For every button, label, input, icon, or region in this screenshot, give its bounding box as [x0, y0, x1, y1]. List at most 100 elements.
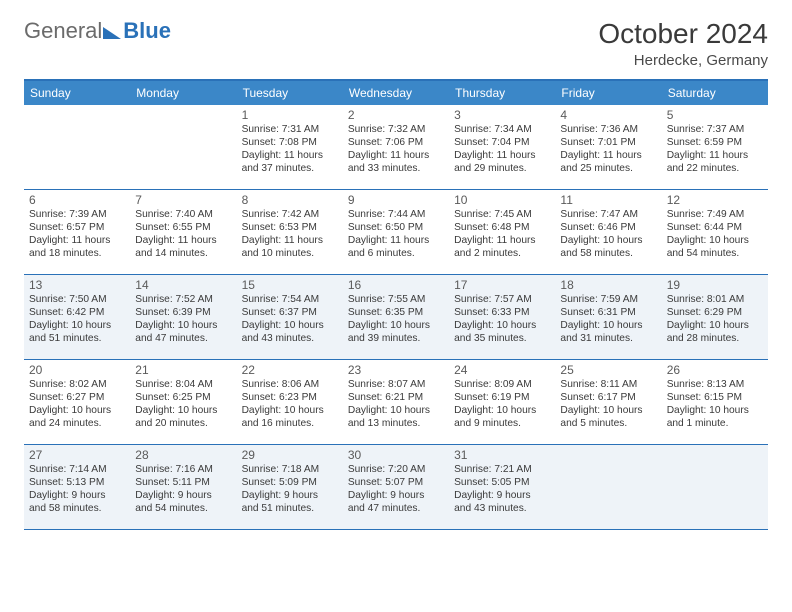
header: General Blue October 2024 Herdecke, Germ… — [24, 18, 768, 69]
daylight-line: Daylight: 10 hours — [560, 404, 656, 417]
day-number: 8 — [242, 193, 338, 207]
sunset-line: Sunset: 6:17 PM — [560, 391, 656, 404]
day-cell: 30Sunrise: 7:20 AMSunset: 5:07 PMDayligh… — [343, 445, 449, 529]
sunset-line: Sunset: 6:48 PM — [454, 221, 550, 234]
day-number: 11 — [560, 193, 656, 207]
sunrise-line: Sunrise: 8:01 AM — [667, 293, 763, 306]
daylight-line: and 13 minutes. — [348, 417, 444, 430]
sunset-line: Sunset: 6:55 PM — [135, 221, 231, 234]
sunset-line: Sunset: 6:39 PM — [135, 306, 231, 319]
empty-cell — [662, 445, 768, 529]
day-cell: 25Sunrise: 8:11 AMSunset: 6:17 PMDayligh… — [555, 360, 661, 444]
title-block: October 2024 Herdecke, Germany — [598, 18, 768, 69]
week-row: 1Sunrise: 7:31 AMSunset: 7:08 PMDaylight… — [24, 105, 768, 190]
logo: General Blue — [24, 18, 171, 44]
day-number: 28 — [135, 448, 231, 462]
daylight-line: Daylight: 10 hours — [348, 404, 444, 417]
day-cell: 15Sunrise: 7:54 AMSunset: 6:37 PMDayligh… — [237, 275, 343, 359]
daylight-line: and 29 minutes. — [454, 162, 550, 175]
weekday-label: Saturday — [662, 81, 768, 105]
day-number: 23 — [348, 363, 444, 377]
sunrise-line: Sunrise: 8:04 AM — [135, 378, 231, 391]
day-number: 26 — [667, 363, 763, 377]
weekday-label: Wednesday — [343, 81, 449, 105]
day-number: 30 — [348, 448, 444, 462]
sunrise-line: Sunrise: 7:49 AM — [667, 208, 763, 221]
daylight-line: Daylight: 10 hours — [348, 319, 444, 332]
sunset-line: Sunset: 6:44 PM — [667, 221, 763, 234]
day-cell: 2Sunrise: 7:32 AMSunset: 7:06 PMDaylight… — [343, 105, 449, 189]
day-cell: 6Sunrise: 7:39 AMSunset: 6:57 PMDaylight… — [24, 190, 130, 274]
sunrise-line: Sunrise: 7:16 AM — [135, 463, 231, 476]
weekday-label: Friday — [555, 81, 661, 105]
daylight-line: Daylight: 11 hours — [135, 234, 231, 247]
sunrise-line: Sunrise: 7:57 AM — [454, 293, 550, 306]
day-number: 12 — [667, 193, 763, 207]
sunrise-line: Sunrise: 7:55 AM — [348, 293, 444, 306]
sunset-line: Sunset: 6:57 PM — [29, 221, 125, 234]
day-cell: 11Sunrise: 7:47 AMSunset: 6:46 PMDayligh… — [555, 190, 661, 274]
day-cell: 4Sunrise: 7:36 AMSunset: 7:01 PMDaylight… — [555, 105, 661, 189]
daylight-line: and 6 minutes. — [348, 247, 444, 260]
daylight-line: and 16 minutes. — [242, 417, 338, 430]
day-number: 25 — [560, 363, 656, 377]
daylight-line: and 20 minutes. — [135, 417, 231, 430]
day-number: 1 — [242, 108, 338, 122]
daylight-line: Daylight: 10 hours — [135, 404, 231, 417]
daylight-line: Daylight: 11 hours — [348, 149, 444, 162]
sunrise-line: Sunrise: 7:52 AM — [135, 293, 231, 306]
daylight-line: and 54 minutes. — [135, 502, 231, 515]
sunset-line: Sunset: 7:01 PM — [560, 136, 656, 149]
day-cell: 12Sunrise: 7:49 AMSunset: 6:44 PMDayligh… — [662, 190, 768, 274]
empty-cell — [24, 105, 130, 189]
daylight-line: Daylight: 11 hours — [454, 149, 550, 162]
day-cell: 21Sunrise: 8:04 AMSunset: 6:25 PMDayligh… — [130, 360, 236, 444]
daylight-line: Daylight: 11 hours — [348, 234, 444, 247]
daylight-line: Daylight: 11 hours — [242, 149, 338, 162]
day-number: 13 — [29, 278, 125, 292]
sunset-line: Sunset: 7:08 PM — [242, 136, 338, 149]
day-cell: 26Sunrise: 8:13 AMSunset: 6:15 PMDayligh… — [662, 360, 768, 444]
sunset-line: Sunset: 6:29 PM — [667, 306, 763, 319]
empty-cell — [130, 105, 236, 189]
day-number: 16 — [348, 278, 444, 292]
sunset-line: Sunset: 6:31 PM — [560, 306, 656, 319]
sunset-line: Sunset: 6:50 PM — [348, 221, 444, 234]
day-cell: 18Sunrise: 7:59 AMSunset: 6:31 PMDayligh… — [555, 275, 661, 359]
weekday-label: Monday — [130, 81, 236, 105]
daylight-line: Daylight: 11 hours — [29, 234, 125, 247]
daylight-line: Daylight: 9 hours — [135, 489, 231, 502]
day-number: 18 — [560, 278, 656, 292]
sunset-line: Sunset: 6:53 PM — [242, 221, 338, 234]
daylight-line: Daylight: 10 hours — [454, 404, 550, 417]
day-cell: 20Sunrise: 8:02 AMSunset: 6:27 PMDayligh… — [24, 360, 130, 444]
sunrise-line: Sunrise: 8:02 AM — [29, 378, 125, 391]
sunset-line: Sunset: 6:35 PM — [348, 306, 444, 319]
daylight-line: Daylight: 9 hours — [29, 489, 125, 502]
day-number: 22 — [242, 363, 338, 377]
week-row: 20Sunrise: 8:02 AMSunset: 6:27 PMDayligh… — [24, 360, 768, 445]
daylight-line: Daylight: 9 hours — [454, 489, 550, 502]
sunset-line: Sunset: 5:11 PM — [135, 476, 231, 489]
day-cell: 19Sunrise: 8:01 AMSunset: 6:29 PMDayligh… — [662, 275, 768, 359]
daylight-line: and 58 minutes. — [29, 502, 125, 515]
daylight-line: and 43 minutes. — [242, 332, 338, 345]
daylight-line: Daylight: 11 hours — [560, 149, 656, 162]
day-cell: 24Sunrise: 8:09 AMSunset: 6:19 PMDayligh… — [449, 360, 555, 444]
daylight-line: and 1 minute. — [667, 417, 763, 430]
daylight-line: Daylight: 10 hours — [560, 234, 656, 247]
sunrise-line: Sunrise: 7:34 AM — [454, 123, 550, 136]
daylight-line: and 58 minutes. — [560, 247, 656, 260]
sunrise-line: Sunrise: 7:50 AM — [29, 293, 125, 306]
daylight-line: Daylight: 11 hours — [242, 234, 338, 247]
day-number: 3 — [454, 108, 550, 122]
day-cell: 22Sunrise: 8:06 AMSunset: 6:23 PMDayligh… — [237, 360, 343, 444]
sunrise-line: Sunrise: 7:42 AM — [242, 208, 338, 221]
daylight-line: and 18 minutes. — [29, 247, 125, 260]
daylight-line: and 47 minutes. — [135, 332, 231, 345]
daylight-line: and 10 minutes. — [242, 247, 338, 260]
day-number: 31 — [454, 448, 550, 462]
sunrise-line: Sunrise: 7:21 AM — [454, 463, 550, 476]
day-number: 5 — [667, 108, 763, 122]
daylight-line: Daylight: 10 hours — [667, 319, 763, 332]
